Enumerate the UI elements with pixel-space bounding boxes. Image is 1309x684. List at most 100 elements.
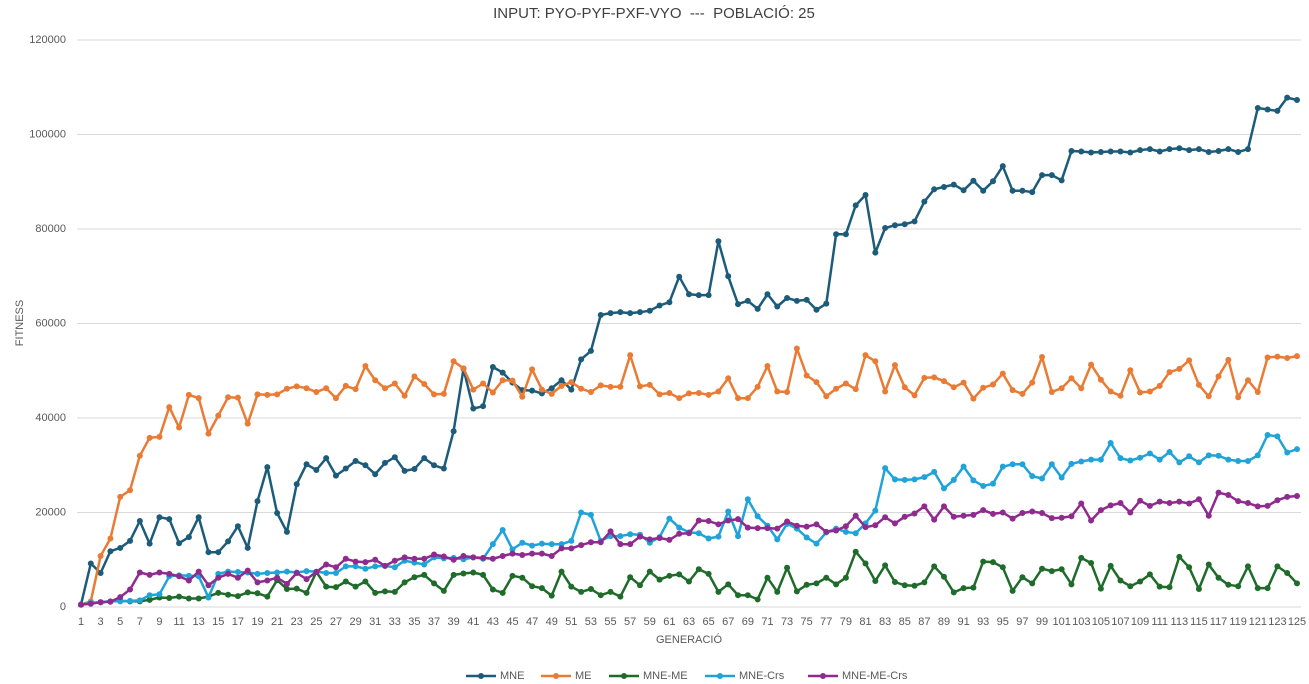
point: [1088, 361, 1095, 368]
point: [931, 374, 938, 381]
x-tick-label: 77: [820, 616, 832, 628]
point: [607, 588, 614, 595]
point: [1156, 382, 1163, 389]
point: [548, 541, 555, 548]
x-tick-label: 125: [1288, 616, 1306, 628]
point: [303, 589, 310, 596]
point: [1039, 565, 1046, 572]
y-tick-label: 120000: [29, 34, 66, 46]
point: [1029, 508, 1036, 515]
point: [1107, 388, 1114, 395]
x-tick-label: 1: [78, 616, 84, 628]
x-tick-label: 23: [291, 616, 303, 628]
point: [617, 309, 624, 316]
point: [352, 386, 359, 393]
point: [940, 503, 947, 510]
point: [1068, 581, 1075, 588]
point: [342, 578, 349, 585]
point: [166, 516, 173, 523]
point: [470, 569, 477, 576]
point: [862, 524, 869, 531]
point: [529, 550, 536, 557]
point: [911, 510, 918, 517]
point: [1186, 147, 1193, 154]
point: [921, 474, 928, 481]
point: [627, 531, 634, 538]
point: [813, 379, 820, 386]
point: [421, 571, 428, 578]
point: [342, 465, 349, 472]
point: [872, 358, 879, 365]
point: [156, 433, 163, 440]
point: [136, 518, 143, 525]
x-tick-label: 41: [467, 616, 479, 628]
series-line: [79, 96, 1298, 605]
point: [1225, 492, 1232, 499]
point: [362, 462, 369, 469]
point: [1019, 390, 1026, 397]
point: [509, 550, 516, 557]
point: [676, 273, 683, 280]
point: [244, 567, 251, 574]
point: [872, 249, 879, 256]
point: [1019, 187, 1026, 194]
y-axis-title: FITNESS: [14, 300, 26, 346]
point: [274, 391, 281, 398]
legend-marker: [621, 673, 627, 679]
point: [136, 597, 143, 604]
point: [1039, 354, 1046, 361]
point: [1195, 146, 1202, 153]
point: [627, 352, 634, 359]
point: [460, 552, 467, 559]
point: [764, 525, 771, 532]
point: [107, 598, 114, 605]
point: [999, 370, 1006, 377]
point: [813, 580, 820, 587]
point: [234, 593, 241, 600]
point: [587, 586, 594, 593]
point: [1284, 493, 1291, 500]
point: [264, 577, 271, 584]
point: [1127, 509, 1134, 516]
point: [225, 570, 232, 577]
point: [725, 273, 732, 280]
point: [578, 385, 585, 392]
point: [1195, 459, 1202, 466]
point: [764, 363, 771, 370]
point: [127, 597, 134, 604]
point: [842, 574, 849, 581]
point: [911, 582, 918, 589]
point: [1137, 147, 1144, 154]
point: [1294, 353, 1300, 360]
point: [1166, 369, 1173, 376]
point: [1294, 97, 1300, 104]
x-tick-label: 123: [1268, 616, 1286, 628]
point: [744, 297, 751, 304]
point: [303, 461, 310, 468]
point: [185, 534, 192, 541]
point: [195, 595, 202, 602]
point: [1146, 450, 1153, 457]
point: [882, 225, 889, 232]
point: [401, 467, 408, 474]
point: [764, 291, 771, 298]
point: [1264, 106, 1271, 113]
point: [1274, 433, 1281, 440]
point: [636, 582, 643, 589]
point: [754, 383, 761, 390]
point: [166, 595, 173, 602]
point: [1205, 393, 1212, 400]
point: [185, 572, 192, 579]
point: [499, 377, 506, 384]
point: [1137, 578, 1144, 585]
x-tick-label: 9: [156, 616, 162, 628]
point: [1264, 585, 1271, 592]
point: [1284, 94, 1291, 101]
series-line: [80, 491, 1298, 606]
point: [558, 568, 565, 575]
point: [784, 564, 791, 571]
point: [499, 552, 506, 559]
legend-label: MNE-ME-Crs: [842, 670, 908, 682]
point: [1029, 473, 1036, 480]
point: [931, 468, 938, 475]
